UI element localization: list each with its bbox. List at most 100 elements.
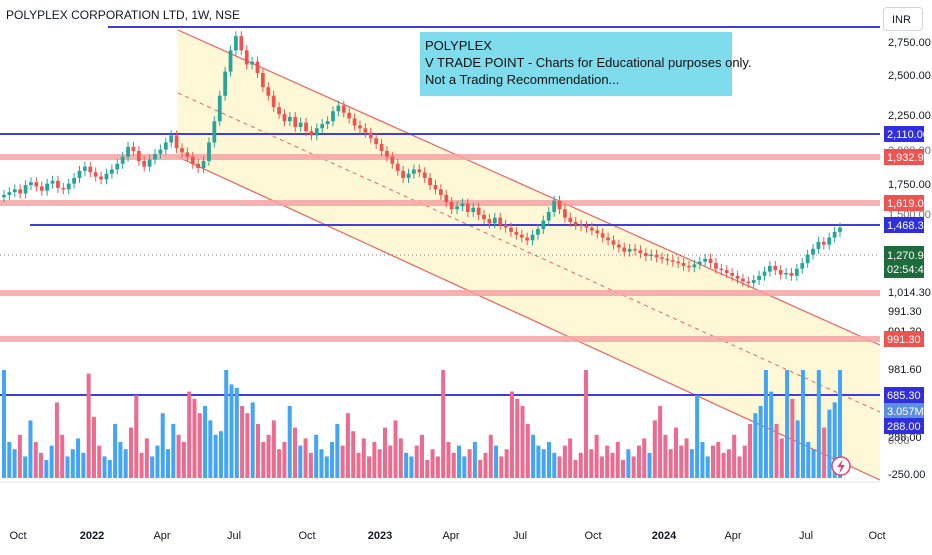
candle-body (460, 203, 465, 207)
candle-body (104, 173, 109, 180)
candle-body (455, 206, 459, 210)
candle-body (244, 50, 249, 65)
level-tag: 991.30 (887, 334, 921, 346)
candle-body (271, 95, 276, 108)
level-tag: 1,932.90 (887, 152, 930, 164)
volume-bar (113, 424, 118, 478)
candle-body (730, 272, 735, 276)
level-band-red (0, 200, 880, 206)
candle-body (325, 121, 330, 125)
candle-body (131, 146, 136, 152)
candle-body (395, 163, 400, 171)
volume-bar (319, 449, 324, 478)
volume-tag-bg (884, 403, 924, 419)
volume-bar (377, 449, 382, 478)
candle-body (93, 172, 98, 177)
volume-bar (12, 449, 17, 478)
volume-bar (39, 452, 44, 478)
volume-bar (308, 452, 313, 478)
candle-body (401, 170, 406, 178)
volume-bar (663, 434, 668, 478)
volume-bar (425, 460, 430, 478)
chart-title: POLYPLEX CORPORATION LTD, 1W, NSE (6, 8, 240, 22)
candle-body (827, 237, 832, 245)
candle-body (746, 281, 751, 283)
candle-body (789, 272, 794, 276)
candle-body (643, 253, 648, 256)
candle-body (282, 114, 287, 122)
currency-selector-button[interactable]: INR (883, 7, 923, 31)
volume-bar (546, 442, 551, 478)
volume-bar (832, 402, 837, 478)
volume-bar (181, 442, 186, 478)
lightning-icon-glyph[interactable] (837, 459, 845, 474)
candle-body (83, 166, 87, 171)
candle-body (784, 272, 788, 275)
candle-body (692, 264, 697, 268)
volume-bar (531, 434, 536, 478)
volume-bar (81, 452, 86, 478)
volume-bar (144, 438, 149, 478)
volume-bar (695, 395, 700, 478)
candle-body (341, 105, 346, 113)
candle-body (136, 151, 141, 161)
candle-body (115, 163, 120, 170)
level-band-red (0, 290, 880, 296)
volume-bar (589, 449, 594, 478)
volume-bar (811, 449, 816, 478)
volume-bar (7, 442, 12, 478)
candle-body (50, 180, 55, 184)
candle-body (207, 142, 211, 161)
volume-bar (245, 413, 250, 478)
volume-bar (642, 438, 647, 478)
volume-bar (218, 431, 223, 478)
candle-body (287, 116, 292, 122)
candle-body (174, 135, 179, 149)
x-axis-tick: Jul (227, 530, 241, 542)
candle-body (622, 247, 627, 252)
volume-bar (721, 452, 726, 478)
volume-bar (520, 406, 525, 478)
volume-bar (822, 427, 827, 478)
volume-bar (658, 406, 663, 478)
volume-bar (213, 434, 218, 478)
y-axis-tick: 2,750.00 (888, 37, 931, 49)
candle-body (724, 270, 729, 273)
volume-bar (128, 427, 133, 478)
candle-body (142, 160, 147, 167)
candle-body (2, 194, 6, 198)
volume-bar (361, 438, 366, 478)
volume-bar (367, 456, 372, 478)
volume-bar (568, 438, 573, 478)
volume-bar (134, 395, 139, 478)
volume-bar (748, 424, 753, 478)
level-band-red (0, 336, 880, 342)
y-axis-tick: 981.60 (888, 364, 922, 376)
x-axis-tick: 2023 (368, 530, 392, 542)
candle-body (600, 233, 605, 238)
volume-bar (679, 445, 684, 478)
volume-bar (255, 424, 260, 478)
candle-body (568, 217, 573, 222)
candle-body (697, 261, 702, 265)
candle-body (309, 131, 314, 136)
volume-bar (779, 438, 784, 478)
candle-body (190, 156, 195, 164)
volume-bar (287, 406, 292, 478)
candle-body (56, 180, 60, 188)
volume-bar (282, 442, 287, 478)
candle-body (519, 234, 524, 238)
candle-body (126, 146, 130, 157)
volume-bar (266, 434, 271, 478)
volume-bar (33, 442, 38, 478)
volume-bar (668, 449, 673, 478)
volume-bar (636, 445, 641, 478)
volume-bar (314, 434, 319, 478)
level-tag: 288.00 (887, 421, 921, 433)
candle-body (514, 231, 519, 235)
x-axis-tick: Oct (9, 530, 26, 542)
current-price-tag-bg (884, 246, 924, 278)
annotation-line: POLYPLEX (425, 38, 492, 53)
